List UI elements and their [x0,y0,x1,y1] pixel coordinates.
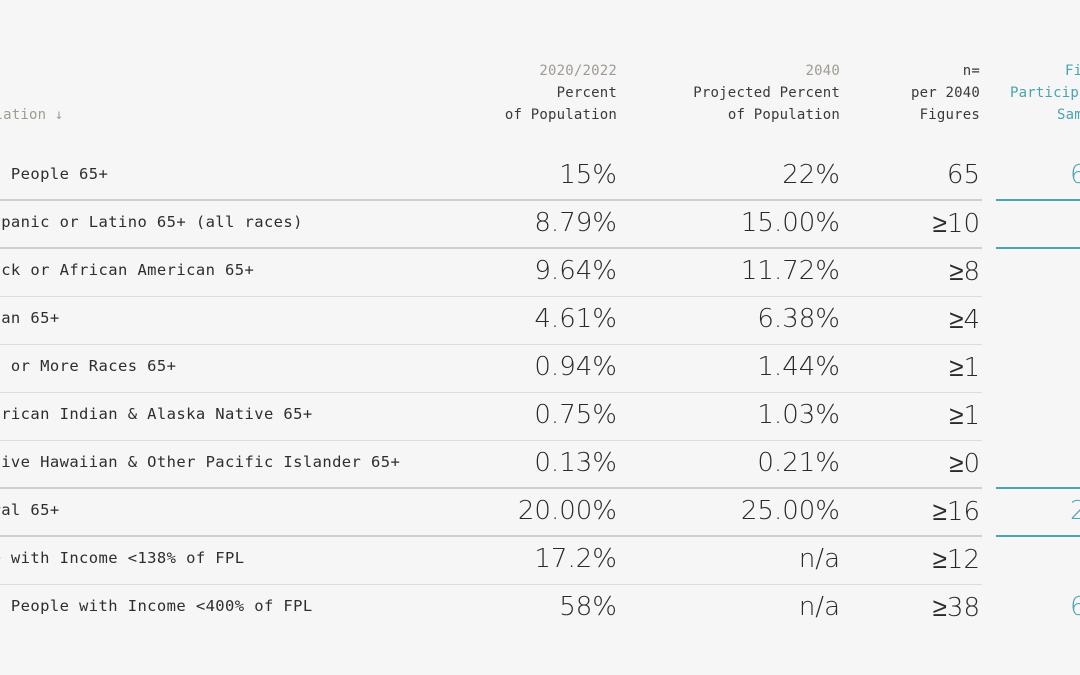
row-label: Hispanic or Latino 65+ (all races) [0,213,303,231]
row-divider [0,199,982,201]
row-divider [0,392,982,393]
cell-pct-2040: 15.00% [740,208,840,238]
header-col4-line3: Sam [1057,107,1080,123]
population-header-label: Population ↓ [0,107,64,123]
cell-pct-2040: 22% [782,160,840,190]
cell-n: ≥1 [949,353,980,383]
header-col-2040-projected: 2040 Projected Percent of Population [693,60,840,126]
table-row: All People 65+ 15% 22% 65 6 [0,152,1080,200]
table-row: Two or More Races 65+ 0.94% 1.44% ≥1 [0,344,1080,392]
header-col4-line1: Fi [1065,63,1080,79]
cell-n: ≥38 [932,593,980,623]
row-label: Rural 65+ [0,501,60,519]
row-label: American Indian & Alaska Native 65+ [0,405,313,423]
cell-pct-2020: 17.2% [534,544,617,574]
header-col-2020-percent: 2020/2022 Percent of Population [505,60,617,126]
row-label: All People 65+ [0,165,109,183]
cell-n: ≥16 [932,497,980,527]
row-divider [0,487,982,489]
table-row: Black or African American 65+ 9.64% 11.7… [0,248,1080,296]
cell-n: ≥0 [949,449,980,479]
cell-pct-2040: n/a [798,544,840,574]
accent-divider [996,247,1080,249]
header-col3-line1: n= [962,63,980,79]
cell-final: 6 [1070,160,1080,190]
header-col4-line2: Particip [1010,85,1080,101]
accent-divider [996,535,1080,537]
row-divider [0,247,982,249]
cell-pct-2040: 25.00% [740,496,840,526]
row-label: 65+ with Income <138% of FPL [0,549,245,567]
header-col2-line1: 2040 [805,63,840,79]
cell-n: ≥10 [932,209,980,239]
cell-pct-2020: 0.94% [534,352,617,382]
cell-pct-2020: 0.13% [534,448,617,478]
cell-final: 6 [1070,592,1080,622]
cell-pct-2040: n/a [798,592,840,622]
header-col1-line3: of Population [504,107,617,123]
row-label: Black or African American 65+ [0,261,255,279]
cell-pct-2020: 4.61% [534,304,617,334]
header-population-sort[interactable]: Population ↓ [0,104,64,126]
cell-pct-2020: 58% [559,592,617,622]
cell-pct-2040: 1.03% [757,400,840,430]
cell-n: ≥4 [949,305,980,335]
row-divider [0,296,982,297]
header-col-n: n= per 2040 Figures [911,60,980,126]
table-row: Rural 65+ 20.00% 25.00% ≥16 2 [0,488,1080,536]
row-divider [0,344,982,345]
cell-pct-2040: 6.38% [757,304,840,334]
cell-pct-2040: 0.21% [757,448,840,478]
header-col3-line3: Figures [919,107,980,123]
cell-pct-2020: 15% [559,160,617,190]
table-row: 65+ with Income <138% of FPL 17.2% n/a ≥… [0,536,1080,584]
row-label: Two or More Races 65+ [0,357,177,375]
header-col1-line2: Percent [556,85,617,101]
cell-pct-2040: 1.44% [757,352,840,382]
cell-final: 2 [1070,496,1080,526]
row-divider [0,535,982,537]
header-col2-line3: of Population [727,107,840,123]
cell-n: ≥8 [949,257,980,287]
table-row: Hispanic or Latino 65+ (all races) 8.79%… [0,200,1080,248]
cell-n: ≥12 [932,545,980,575]
cell-pct-2020: 8.79% [534,208,617,238]
cell-pct-2020: 20.00% [517,496,617,526]
header-col3-line2: per 2040 [910,85,980,101]
row-divider [0,440,982,441]
header-col1-line1: 2020/2022 [539,63,617,79]
table-row: All People with Income <400% of FPL 58% … [0,584,1080,632]
table-row: Asian 65+ 4.61% 6.38% ≥4 [0,296,1080,344]
cell-pct-2020: 9.64% [534,256,617,286]
header-col-final-participant-sample: Fi Particip Sam [1010,60,1080,126]
accent-divider [996,199,1080,201]
header-col2-line2: Projected Percent [693,85,840,101]
row-label: Native Hawaiian & Other Pacific Islander… [0,453,401,471]
row-label: Asian 65+ [0,309,60,327]
row-divider [0,584,982,585]
table-row: Native Hawaiian & Other Pacific Islander… [0,440,1080,488]
table-row: American Indian & Alaska Native 65+ 0.75… [0,392,1080,440]
cell-pct-2040: 11.72% [740,256,840,286]
cell-pct-2020: 0.75% [534,400,617,430]
accent-divider [996,487,1080,489]
cell-n: 65 [946,160,980,190]
cell-n: ≥1 [949,401,980,431]
row-label: All People with Income <400% of FPL [0,597,313,615]
